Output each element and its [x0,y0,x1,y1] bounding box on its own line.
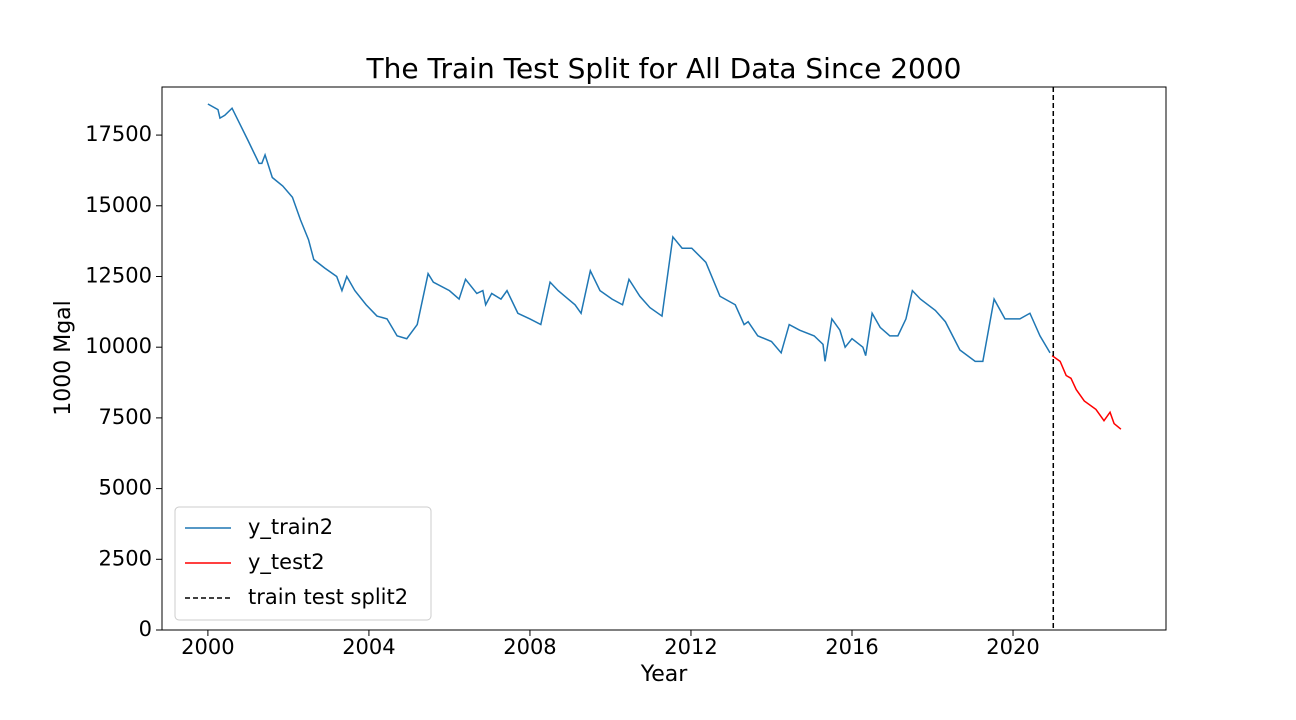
x-tick-label: 2004 [342,635,395,659]
y-tick-label: 10000 [85,334,152,358]
data-line [207,103,1051,363]
legend-box [174,506,432,621]
data-line [1051,355,1122,430]
chart-title: The Train Test Split for All Data Since … [366,52,962,85]
legend-label: y_train2 [248,515,333,540]
y-tick-label: 15000 [85,193,152,217]
y-tick-label: 5000 [99,476,152,500]
x-tick-label: 2008 [503,635,556,659]
x-tick-label: 2012 [664,635,717,659]
y-tick-label: 2500 [99,546,152,570]
x-axis-label: Year [640,662,689,687]
x-tick-label: 2000 [181,635,234,659]
y-axis-label: 1000 Mgal [51,300,76,416]
y-tick-label: 12500 [85,263,152,287]
y-tick-label: 0 [139,617,152,641]
axes-frame [161,86,1167,631]
y-tick-label: 17500 [85,122,152,146]
legend-label: train test split2 [248,585,408,609]
y-tick-label: 7500 [99,405,152,429]
x-tick-label: 2016 [825,635,878,659]
legend-label: y_test2 [248,550,325,575]
x-tick-label: 2020 [986,635,1039,659]
